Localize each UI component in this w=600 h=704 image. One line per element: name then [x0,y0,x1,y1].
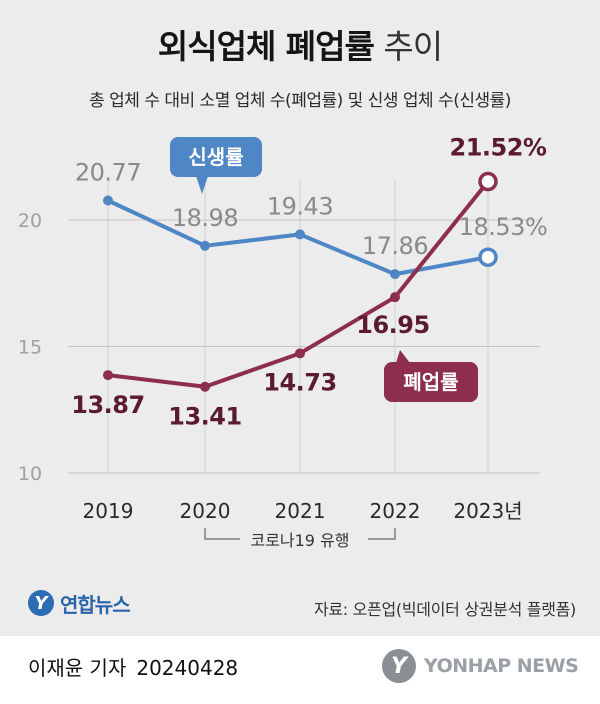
source-note: 자료: 오픈업(빅데이터 상권분석 플랫폼) [313,600,576,619]
x-tick-label: 2019 [83,499,134,523]
yonhap-watermark-icon: Y [382,649,416,683]
credit-date: 20240428 [136,656,239,680]
data-label: 18.98 [172,204,238,232]
annotation-label: 코로나19 유행 [250,531,349,550]
legend-bubble-pointer [196,176,208,194]
data-point [390,292,400,303]
data-label: 17.86 [362,232,428,260]
data-point [295,348,305,359]
y-tick-label: 15 [18,337,42,359]
x-tick-label: 2023년 [453,499,522,523]
yonhap-logo-mark-icon: Y [28,590,54,616]
x-tick-label: 2022 [370,499,421,523]
subtitle: 총 업체 수 대비 소멸 업체 수(폐업률) 및 신생 업체 수(신생률) [89,91,511,111]
yonhap-watermark-text: YONHAP NEWS [424,655,579,677]
legend-label: 폐업률 [403,370,458,394]
data-point [200,381,210,392]
data-label: 16.95 [356,311,429,339]
legend-bubble-폐업률 [384,362,478,402]
x-tick-label: 2021 [275,499,326,523]
legend-label: 신생률 [188,145,243,169]
data-label: 21.52% [450,134,547,162]
y-tick-label: 20 [18,210,42,232]
data-point [103,195,113,206]
y-tick-label: 10 [18,463,42,485]
data-point [295,229,305,240]
title-bold: 외식업체 폐업률 [157,27,375,66]
annotation-bracket [204,528,396,540]
data-point-end [478,171,498,192]
page-title: 외식업체 폐업률 추이 [0,28,600,72]
x-tick-label: 2020 [180,499,231,523]
yonhap-watermark: Y YONHAP NEWS [382,646,579,686]
infographic-card: 외식업체 폐업률 추이 총 업체 수 대비 소멸 업체 수(폐업률) 및 신생 … [0,0,600,636]
legend-bubble-pointer [396,350,410,363]
yonhap-logo: Y 연합뉴스 [28,588,131,618]
title-light: 추이 [373,27,443,66]
data-point-end [478,247,498,267]
reporter-credit: 이재윤 기자 20240428 [28,652,238,681]
data-label: 20.77 [75,159,141,187]
data-label: 18.53% [459,213,548,241]
data-point [103,370,113,381]
data-label: 13.87 [71,391,144,419]
reporter-name: 이재윤 기자 [28,656,127,680]
yonhap-logo-text: 연합뉴스 [60,592,131,617]
data-label: 19.43 [267,192,333,220]
data-label: 14.73 [263,368,336,396]
legend-bubble-신생률 [170,137,262,177]
data-point [200,240,210,251]
data-label: 13.41 [168,403,241,431]
data-point [390,269,400,280]
